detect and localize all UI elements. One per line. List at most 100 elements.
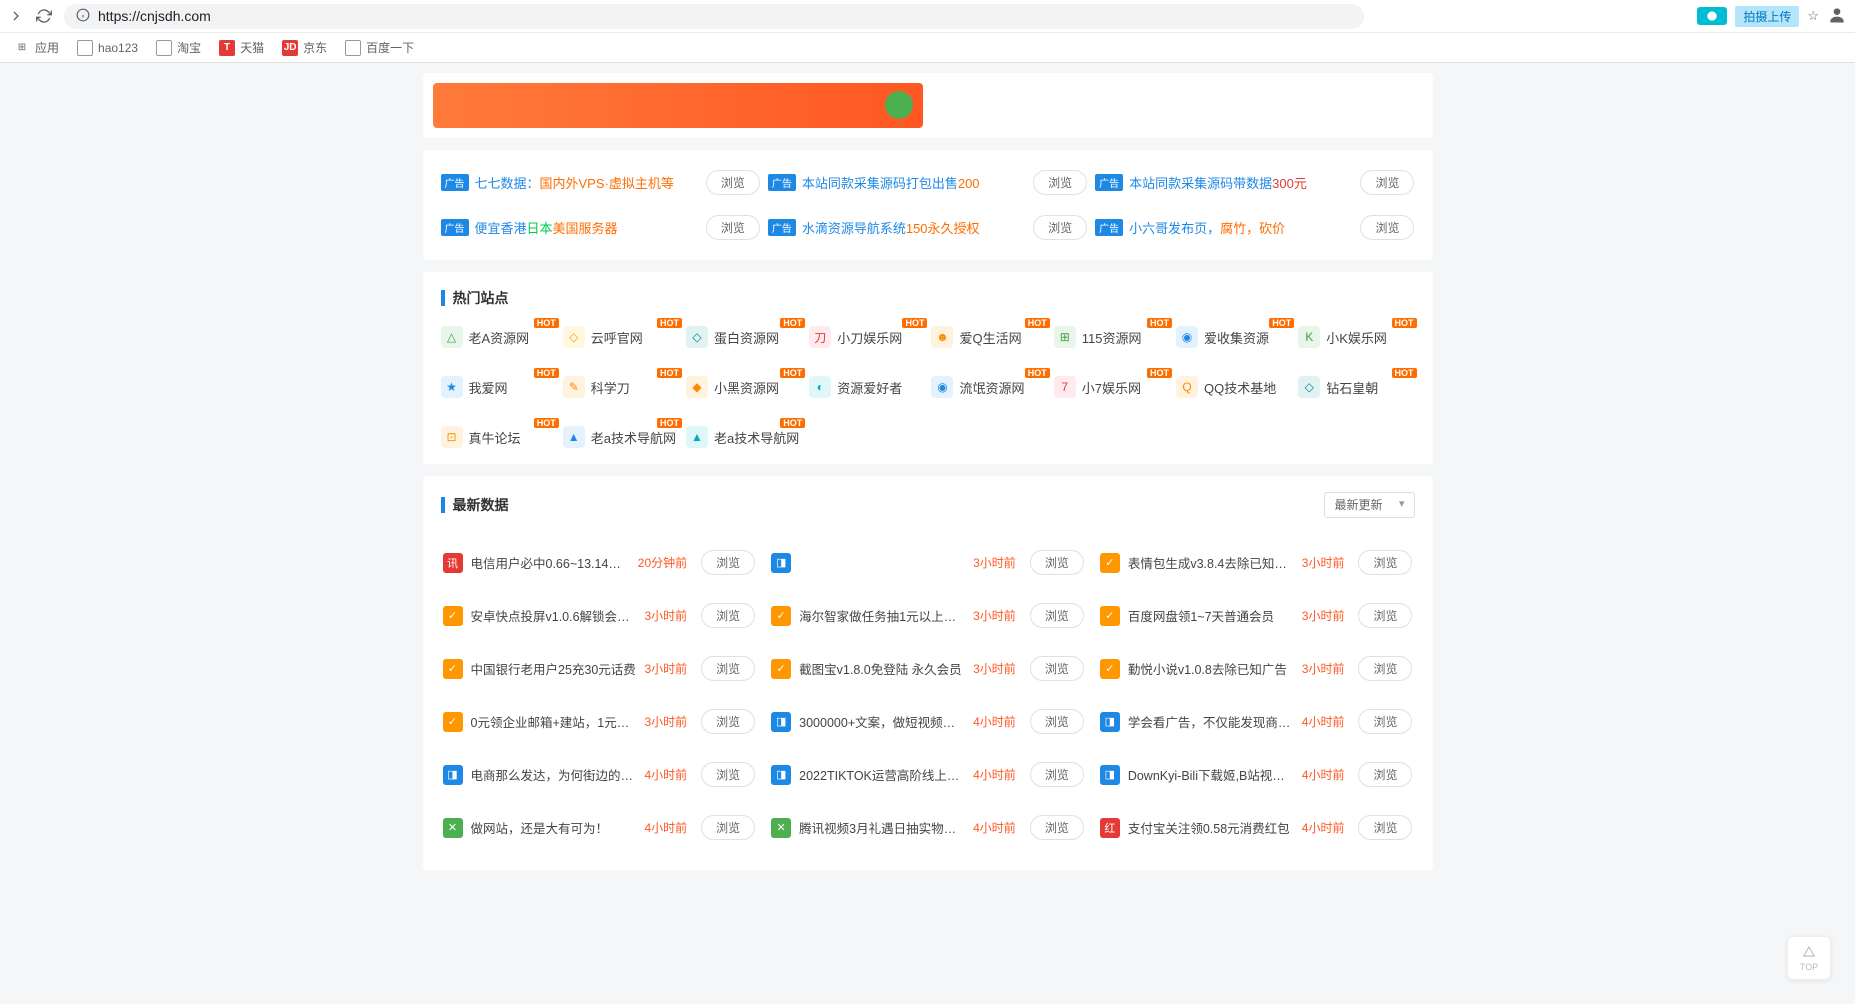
data-title[interactable]: 表情包生成v3.8.4去除已知广告 [1128, 553, 1294, 572]
browse-button[interactable]: 浏览 [1033, 170, 1087, 195]
banner-image[interactable] [433, 83, 923, 128]
browse-button[interactable]: 浏览 [1358, 603, 1412, 628]
site-item[interactable]: ◉流氓资源网HOT [931, 376, 1047, 398]
data-title[interactable]: 支付宝关注领0.58元消费红包 [1128, 818, 1294, 837]
data-title[interactable]: 截图宝v1.8.0免登陆 永久会员 [799, 659, 965, 678]
hot-sites-grid: △老A资源网HOT ◇云呼官网HOT ◇蛋白资源网HOT 刀小刀娱乐网HOT ☻爱Q生活… [441, 326, 1415, 448]
data-title[interactable]: 海尔智家做任务抽1元以上红包 [799, 606, 965, 625]
site-item[interactable]: K小K娱乐网HOT [1298, 326, 1414, 348]
bookmark-item[interactable]: hao123 [77, 40, 138, 56]
data-time: 3小时前 [973, 607, 1016, 624]
browse-button[interactable]: 浏览 [1033, 215, 1087, 240]
browse-button[interactable]: 浏览 [1358, 656, 1412, 681]
browse-button[interactable]: 浏览 [1030, 656, 1084, 681]
data-title[interactable]: 百度网盘领1~7天普通会员 [1128, 606, 1294, 625]
browse-button[interactable]: 浏览 [701, 656, 755, 681]
site-icon: ◉ [1176, 326, 1198, 348]
site-item[interactable]: ◇蛋白资源网HOT [686, 326, 803, 348]
url-box[interactable]: https://cnjsdh.com [64, 4, 1364, 29]
site-item[interactable]: 刀小刀娱乐网HOT [809, 326, 925, 348]
site-item[interactable]: ☻爱Q生活网HOT [931, 326, 1047, 348]
browse-button[interactable]: 浏览 [701, 815, 755, 840]
bookmark-item[interactable]: JD京东 [282, 39, 327, 56]
site-item[interactable]: ◐资源爱好者 [809, 376, 925, 398]
browse-button[interactable]: 浏览 [1358, 709, 1412, 734]
data-title[interactable]: 安卓快点投屏v1.0.6解锁会员版 [471, 606, 637, 625]
browse-button[interactable]: 浏览 [1030, 762, 1084, 787]
data-title[interactable]: 做网站，还是大有可为！ [471, 818, 637, 837]
site-item[interactable]: 7小7娱乐网HOT [1054, 376, 1170, 398]
browse-button[interactable]: 浏览 [701, 550, 755, 575]
browse-button[interactable]: 浏览 [1030, 550, 1084, 575]
ad-link[interactable]: 便宜香港日本美国服务器 [475, 218, 694, 237]
browse-button[interactable]: 浏览 [1358, 762, 1412, 787]
data-item: ✓安卓快点投屏v1.0.6解锁会员版3小时前浏览 [441, 589, 758, 642]
bookmark-label: 淘宝 [177, 39, 201, 56]
data-time: 3小时前 [1302, 554, 1345, 571]
site-name: 云呼官网 [591, 328, 643, 347]
data-title[interactable]: 学会看广告，不仅能发现商机还... [1128, 712, 1294, 731]
forward-icon[interactable] [8, 8, 24, 24]
browse-button[interactable]: 浏览 [701, 603, 755, 628]
ad-link[interactable]: 七七数据：国内外VPS·虚拟主机等 [475, 173, 694, 192]
browse-button[interactable]: 浏览 [1360, 170, 1414, 195]
data-title[interactable]: 腾讯视频3月礼遇日抽实物领微... [799, 818, 965, 837]
browse-button[interactable]: 浏览 [701, 709, 755, 734]
site-item[interactable]: ★我爱网HOT [441, 376, 557, 398]
data-title[interactable]: 中国银行老用户25充30元话费 [471, 659, 637, 678]
data-title[interactable]: DownKyi-Bili下载姬,B站视频下载 [1128, 765, 1294, 784]
browse-button[interactable]: 浏览 [1030, 815, 1084, 840]
bookmark-item[interactable]: T天猫 [219, 39, 264, 56]
data-item: ✓截图宝v1.8.0免登陆 永久会员3小时前浏览 [769, 642, 1086, 695]
hot-badge: HOT [534, 318, 559, 328]
site-item[interactable]: ▲老a技术导航网HOT [563, 426, 680, 448]
data-title[interactable]: 3000000+文案，做短视频必备 [799, 712, 965, 731]
hot-badge: HOT [1269, 318, 1294, 328]
site-name: 蛋白资源网 [714, 328, 779, 347]
site-item[interactable]: ◇云呼官网HOT [563, 326, 680, 348]
ad-link[interactable]: 本站同款采集源码打包出售200 [802, 173, 1021, 192]
data-title[interactable]: 2022TIKTOK运营高阶线上课分享 [799, 765, 965, 784]
browse-button[interactable]: 浏览 [706, 170, 760, 195]
back-to-top-button[interactable]: TOP [1787, 936, 1831, 980]
ad-link[interactable]: 本站同款采集源码带数据300元 [1129, 173, 1348, 192]
browse-button[interactable]: 浏览 [1030, 709, 1084, 734]
data-title[interactable]: 电信用户必中0.66~13.14元话费 [471, 553, 630, 572]
bookmark-star-icon[interactable]: ☆ [1807, 8, 1819, 24]
site-item[interactable]: △老A资源网HOT [441, 326, 557, 348]
extension-button[interactable] [1697, 7, 1727, 25]
site-item[interactable]: ✎科学刀HOT [563, 376, 680, 398]
sort-select[interactable]: 最新更新 [1324, 492, 1415, 518]
data-title[interactable]: 电商那么发达，为何街边的手机... [471, 765, 637, 784]
browse-button[interactable]: 浏览 [1358, 550, 1412, 575]
bookmark-item[interactable]: 淘宝 [156, 39, 201, 56]
site-info-icon[interactable] [76, 8, 90, 25]
bookmark-item[interactable]: 百度一下 [345, 39, 414, 56]
browse-button[interactable]: 浏览 [701, 762, 755, 787]
browse-button[interactable]: 浏览 [1358, 815, 1412, 840]
reload-icon[interactable] [36, 8, 52, 24]
site-item[interactable]: ◉爱收集资源HOT [1176, 326, 1292, 348]
profile-icon[interactable] [1827, 5, 1847, 28]
data-title[interactable]: 0元领企业邮箱+建站，1元领域名 [471, 712, 637, 731]
data-title[interactable]: 勤悦小说v1.0.8去除已知广告 [1128, 659, 1294, 678]
site-item[interactable]: ⊞115资源网HOT [1054, 326, 1170, 348]
site-item[interactable]: ◆小黑资源网HOT [686, 376, 803, 398]
site-item[interactable]: ⊡真牛论坛HOT [441, 426, 557, 448]
extension-label[interactable]: 拍摄上传 [1735, 6, 1799, 27]
browse-button[interactable]: 浏览 [1030, 603, 1084, 628]
ad-link[interactable]: 小六哥发布页，腐竹，砍价 [1129, 218, 1348, 237]
site-item[interactable]: ▲老a技术导航网HOT [686, 426, 803, 448]
bookmark-item[interactable]: ⊞应用 [14, 39, 59, 56]
tmall-icon: T [219, 40, 235, 56]
site-item[interactable]: ◇钻石皇朝HOT [1298, 376, 1414, 398]
banner-row [423, 73, 1433, 138]
site-item[interactable]: QQQ技术基地 [1176, 376, 1292, 398]
ad-link[interactable]: 水滴资源导航系统150永久授权 [802, 218, 1021, 237]
site-name: 流氓资源网 [959, 378, 1024, 397]
ad-badge: 广告 [768, 174, 796, 191]
browse-button[interactable]: 浏览 [706, 215, 760, 240]
data-time: 3小时前 [644, 607, 687, 624]
hot-badge: HOT [657, 418, 682, 428]
browse-button[interactable]: 浏览 [1360, 215, 1414, 240]
